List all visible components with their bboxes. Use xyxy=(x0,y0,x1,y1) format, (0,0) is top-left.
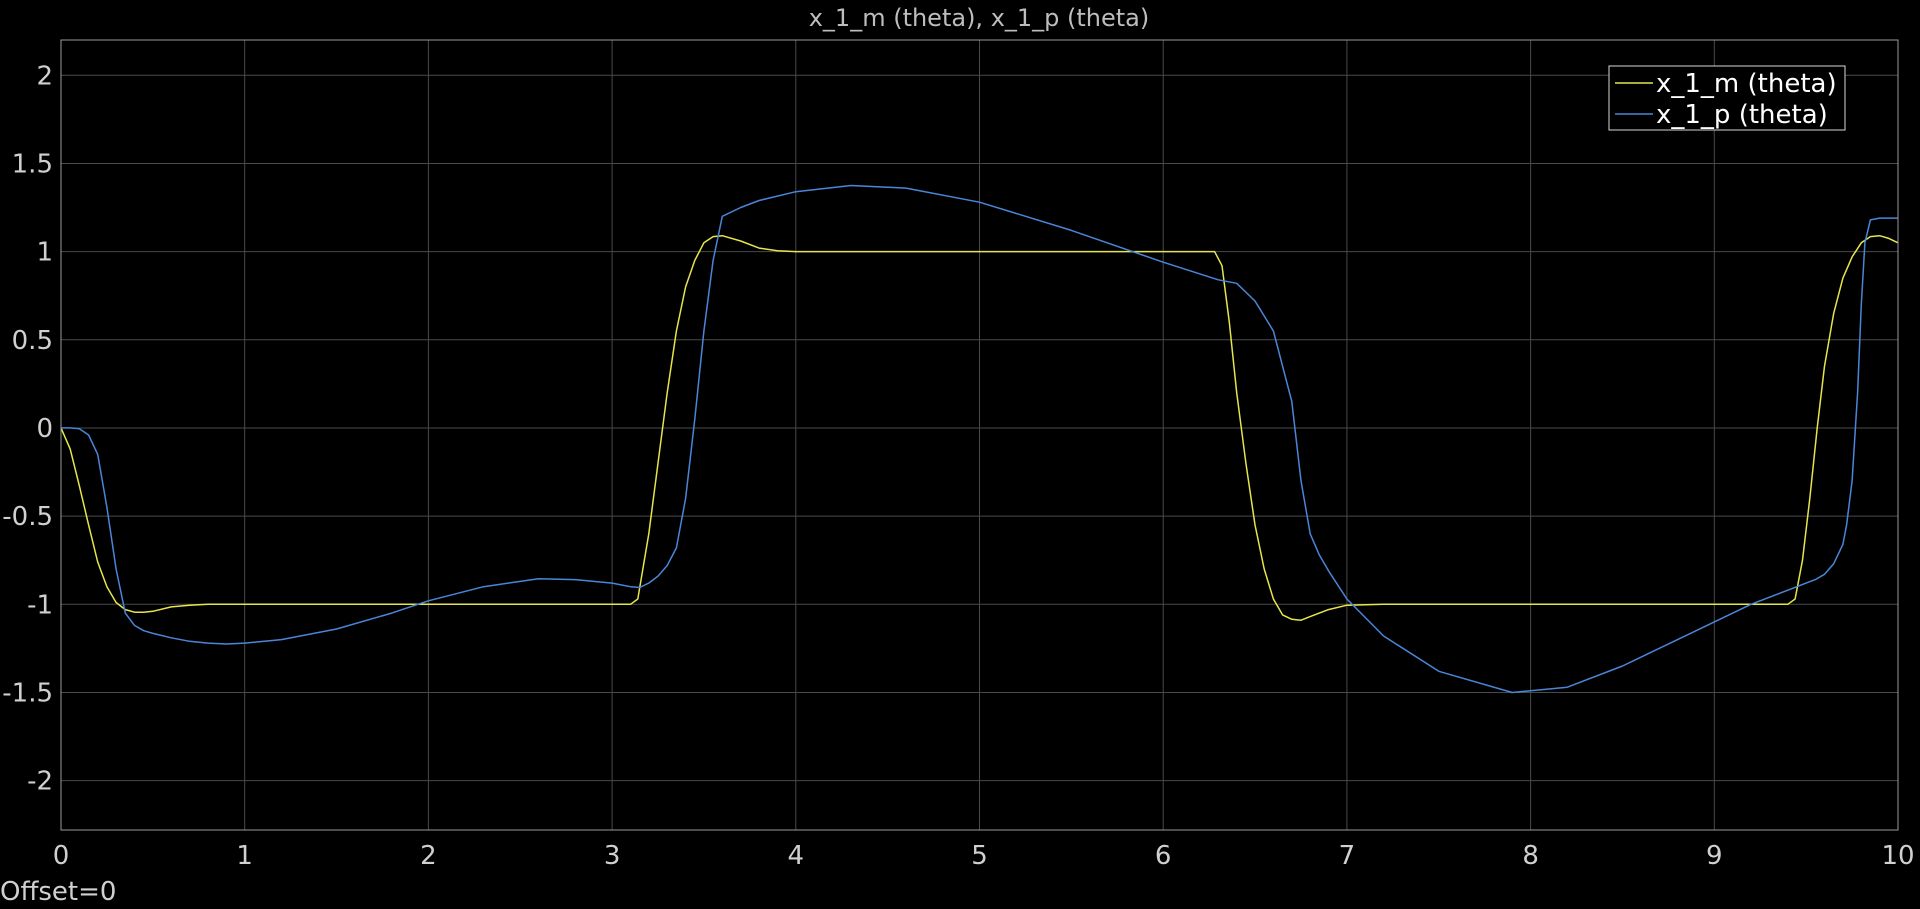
y-tick-label: -2 xyxy=(27,767,53,797)
x-tick-label: 6 xyxy=(1155,841,1172,871)
x-tick-label: 0 xyxy=(53,841,70,871)
legend-entry[interactable]: x_1_m (theta) xyxy=(1656,69,1837,99)
grid-layer xyxy=(60,40,1899,830)
x-tick-label: 3 xyxy=(604,841,621,871)
y-tick-label: -0.5 xyxy=(2,502,53,532)
y-tick-label: 0 xyxy=(36,414,53,444)
x-tick-label: 8 xyxy=(1522,841,1539,871)
y-tick-label: 0.5 xyxy=(12,326,53,356)
y-tick-label: -1 xyxy=(27,590,53,620)
legend-entry[interactable]: x_1_p (theta) xyxy=(1656,100,1828,130)
series-layer xyxy=(60,184,1899,694)
x-tick-label: 1 xyxy=(236,841,253,871)
x-tick-label: 5 xyxy=(971,841,988,871)
y-tick-label: 1.5 xyxy=(12,149,53,179)
x-tick-label: 2 xyxy=(420,841,437,871)
offset-label: Offset=0 xyxy=(0,877,116,907)
series-line-x-1-m xyxy=(60,234,1899,621)
y-tick-label: -1.5 xyxy=(2,678,53,708)
x-tick-labels: 0 1 2 3 4 5 6 7 8 9 10 xyxy=(53,841,1915,871)
legend[interactable]: x_1_m (theta)x_1_p (theta) xyxy=(1608,65,1846,131)
legend-box xyxy=(1608,65,1846,131)
x-tick-label: 7 xyxy=(1339,841,1356,871)
y-tick-labels: 2 1.5 1 0.5 0 -0.5 -1 -1.5 -2 xyxy=(2,61,53,796)
series-line-x-1-p xyxy=(61,184,1898,694)
chart-title: x_1_m (theta), x_1_p (theta) xyxy=(809,4,1150,32)
y-tick-label: 2 xyxy=(36,61,53,91)
y-tick-label: 1 xyxy=(36,238,53,268)
axes-frame xyxy=(60,39,1899,831)
x-tick-label: 10 xyxy=(1881,841,1914,871)
x-tick-label: 9 xyxy=(1706,841,1723,871)
x-tick-label: 4 xyxy=(788,841,805,871)
